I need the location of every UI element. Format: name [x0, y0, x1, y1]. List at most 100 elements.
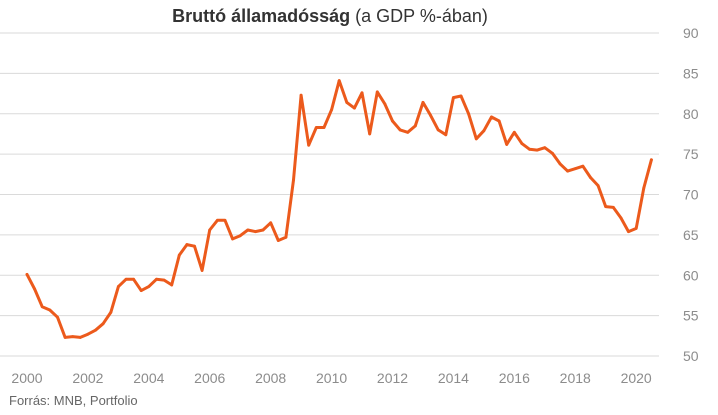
- data-point: [596, 184, 600, 188]
- data-point: [581, 164, 585, 168]
- series-layer: [25, 79, 653, 339]
- data-point: [474, 137, 478, 141]
- data-point: [619, 216, 623, 220]
- data-point: [353, 106, 356, 110]
- y-tick-label-65: 65: [683, 227, 699, 243]
- y-tick-label-50: 50: [683, 348, 699, 364]
- data-point: [330, 108, 333, 112]
- data-point: [322, 126, 326, 129]
- data-point: [147, 285, 151, 288]
- data-point: [589, 176, 592, 179]
- data-point: [284, 235, 288, 239]
- x-tick-label-2000: 2000: [11, 370, 42, 386]
- data-point: [269, 221, 273, 225]
- y-tick-label-80: 80: [683, 106, 699, 122]
- data-point: [56, 315, 59, 319]
- data-point: [193, 244, 196, 248]
- data-point: [360, 91, 364, 95]
- data-point: [649, 158, 653, 162]
- series-line-0: [25, 79, 653, 339]
- data-point: [299, 93, 303, 97]
- data-point: [33, 287, 37, 291]
- data-point: [177, 253, 181, 257]
- x-tick-label-2008: 2008: [255, 370, 286, 386]
- data-point: [444, 133, 448, 137]
- y-tick-label-70: 70: [683, 187, 699, 203]
- x-tick-label-2012: 2012: [377, 370, 408, 386]
- data-point: [139, 289, 143, 292]
- data-point: [78, 336, 82, 339]
- data-point: [200, 269, 204, 272]
- data-point: [421, 101, 425, 104]
- y-tick-label-60: 60: [683, 267, 699, 283]
- data-point: [459, 94, 463, 98]
- data-point: [71, 335, 75, 339]
- data-point: [634, 227, 638, 230]
- data-point: [223, 218, 227, 222]
- data-point: [611, 206, 615, 209]
- data-point: [543, 146, 547, 150]
- data-point: [215, 218, 219, 222]
- gridlines: [0, 32, 659, 357]
- data-point: [535, 148, 539, 152]
- data-point: [246, 228, 250, 232]
- data-point: [520, 142, 524, 146]
- data-point: [86, 332, 90, 336]
- data-point: [40, 305, 44, 309]
- y-tick-label-75: 75: [683, 146, 699, 162]
- data-point: [155, 277, 158, 281]
- data-point: [558, 162, 562, 166]
- data-point: [94, 328, 97, 332]
- data-point: [307, 143, 311, 147]
- x-tick-label-2004: 2004: [133, 370, 164, 386]
- x-tick-label-2014: 2014: [438, 370, 469, 386]
- chart-title: Bruttó államadósság (a GDP %-ában): [0, 6, 660, 27]
- data-point: [497, 119, 501, 123]
- data-point: [48, 308, 52, 312]
- data-point: [185, 243, 189, 246]
- data-point: [566, 169, 570, 173]
- data-point: [101, 322, 105, 326]
- data-point: [238, 234, 242, 238]
- data-point: [337, 79, 341, 83]
- x-tick-label-2018: 2018: [560, 370, 591, 386]
- data-point: [452, 96, 455, 99]
- chart-title-main: Bruttó államadósság: [172, 6, 351, 26]
- y-tick-label-85: 85: [683, 65, 699, 81]
- data-point: [124, 277, 128, 281]
- data-point: [314, 126, 318, 129]
- x-tick-label-2002: 2002: [72, 370, 103, 386]
- data-point: [292, 178, 295, 182]
- data-point: [254, 230, 257, 234]
- data-point: [231, 237, 234, 241]
- data-point: [25, 273, 29, 276]
- data-point: [398, 128, 402, 132]
- data-point: [109, 310, 113, 314]
- data-point: [368, 132, 372, 136]
- data-point: [413, 124, 417, 128]
- data-point: [375, 90, 379, 94]
- x-tick-label-2016: 2016: [499, 370, 530, 386]
- source-note: Forrás: MNB, Portfolio: [9, 393, 138, 408]
- data-point: [208, 228, 212, 232]
- x-tick-label-2020: 2020: [621, 370, 652, 386]
- data-point: [276, 239, 280, 242]
- data-point: [550, 151, 554, 155]
- data-point: [436, 128, 440, 132]
- data-point: [490, 115, 493, 119]
- data-point: [345, 101, 349, 104]
- data-point: [63, 336, 67, 339]
- data-point: [604, 205, 608, 209]
- chart-title-unit: (a GDP %-ában): [355, 6, 488, 26]
- data-point: [512, 130, 516, 134]
- y-tick-label-55: 55: [683, 308, 699, 324]
- x-axis-ticks: 2000 2002 2004 2006 2008 2010 2012 2014 2016 2018…: [11, 370, 652, 386]
- data-point: [116, 285, 120, 288]
- data-point: [383, 102, 387, 106]
- data-point: [261, 228, 265, 232]
- y-tick-label-90: 90: [683, 25, 699, 41]
- data-point: [627, 230, 630, 234]
- data-point: [505, 143, 509, 146]
- data-point: [642, 186, 646, 190]
